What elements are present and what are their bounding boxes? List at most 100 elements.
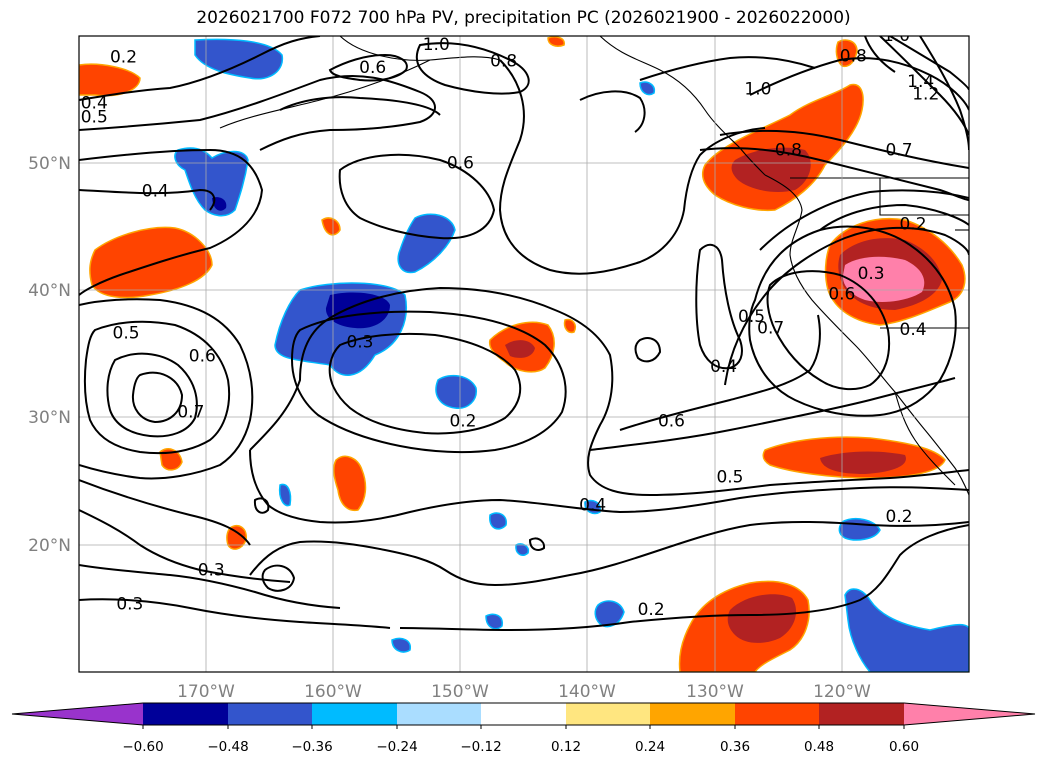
map-title: 2026021700 F072 700 hPa PV, precipitatio… <box>196 8 851 28</box>
map-frame <box>78 35 970 673</box>
pv-contour <box>819 203 969 231</box>
lat-label-30n: 30°N <box>28 408 71 428</box>
pv-contour <box>106 352 198 438</box>
contour-label: 0.7 <box>886 141 913 161</box>
pv-contour <box>83 320 231 455</box>
pv-contour <box>328 332 522 435</box>
contour-label: 0.8 <box>840 46 867 66</box>
pv-contour <box>724 226 969 386</box>
contour-label: 0.4 <box>579 495 606 515</box>
pv-contour <box>249 286 969 497</box>
coastline-gulf-of-alaska <box>599 36 766 176</box>
contour-label: 0.3 <box>116 595 143 615</box>
pv-contour <box>748 225 957 417</box>
colorbar-ticks <box>142 725 905 729</box>
pv-contour <box>79 598 391 629</box>
pv-contour <box>634 337 662 363</box>
precip-positive-region <box>547 36 565 47</box>
lon-label-130w: 130°W <box>686 682 744 702</box>
contour-label: 0.6 <box>189 347 216 367</box>
lon-label-120w: 120°W <box>813 682 871 702</box>
coastline-baja <box>894 391 956 486</box>
contour-label: 1.0 <box>883 26 910 46</box>
pv-contour <box>498 59 766 275</box>
contour-label: 0.5 <box>81 107 108 127</box>
precip-positive-core <box>820 451 906 474</box>
precip-negative-region <box>174 147 249 217</box>
latitude-labels: 50°N 40°N 30°N 20°N <box>28 154 71 556</box>
pv-contour <box>261 564 296 592</box>
precip-positive-region <box>563 318 577 334</box>
precipitation-shading <box>79 36 969 672</box>
colorbar-tick-label: −0.48 <box>207 739 248 755</box>
colorbar-tick-label: −0.12 <box>460 739 501 755</box>
colorbar-segment <box>481 703 566 725</box>
precip-negative-region <box>515 543 530 556</box>
contour-label: 0.5 <box>716 467 743 487</box>
precip-negative-region <box>278 483 292 507</box>
precip-negative-core <box>325 292 390 329</box>
contour-label: 0.2 <box>900 214 927 234</box>
contour-label: 0.7 <box>757 319 784 339</box>
contour-label: 0.6 <box>447 153 474 173</box>
pv-contour <box>766 270 891 391</box>
pv-contour <box>79 509 291 583</box>
precip-positive-core <box>505 340 535 358</box>
colorbar-tick-label: −0.36 <box>291 739 332 755</box>
contour-label: 0.7 <box>177 403 204 423</box>
pv-contour <box>79 298 254 480</box>
pv-contour <box>749 57 969 111</box>
contour-label: 0.2 <box>638 600 665 620</box>
contour-label: 0.4 <box>81 94 108 114</box>
precip-positive-peak <box>842 256 925 303</box>
pv-contour <box>528 537 546 551</box>
pv-contour <box>338 153 496 240</box>
lat-label-40n: 40°N <box>28 281 71 301</box>
pv-contour <box>919 36 969 151</box>
colorbar-segment <box>228 703 312 725</box>
contour-label: 0.8 <box>490 52 517 72</box>
contour-label: 0.2 <box>449 412 476 432</box>
precip-negative-region <box>639 81 656 96</box>
contour-label: 0.6 <box>828 284 855 304</box>
precip-negative-region <box>435 374 477 409</box>
pv-contour <box>579 90 646 133</box>
contour-label: 0.5 <box>113 324 140 344</box>
contour-label: 0.4 <box>142 181 169 201</box>
pv-contour <box>79 564 341 609</box>
contour-labels: 0.20.40.50.41.00.80.60.60.50.60.70.30.20… <box>81 26 940 620</box>
contour-label: 0.8 <box>775 141 802 161</box>
contour-label: 0.5 <box>738 307 765 327</box>
precip-negative-region <box>844 588 969 672</box>
lon-label-160w: 160°W <box>304 682 362 702</box>
colorbar-segment <box>312 703 397 725</box>
precip-positive-region <box>89 226 213 299</box>
colorbar-segment <box>819 703 904 725</box>
pv-contour <box>253 497 270 514</box>
colorbar-tick-label: 0.12 <box>551 739 581 755</box>
contour-label: 0.6 <box>359 58 386 78</box>
colorbar-segment <box>397 703 481 725</box>
precip-positive-core <box>727 594 796 643</box>
lat-label-50n: 50°N <box>28 154 71 174</box>
contour-label: 0.3 <box>198 560 225 580</box>
colorbar-tick-label: 0.60 <box>889 739 919 755</box>
pv-contour <box>639 56 816 81</box>
pv-contours <box>79 36 969 632</box>
precip-positive-region <box>226 524 247 550</box>
pv-contour <box>719 129 969 169</box>
pv-contour <box>759 189 969 251</box>
pv-contour <box>879 36 969 136</box>
precip-negative-region <box>397 213 456 274</box>
contour-label: 0.4 <box>710 357 737 377</box>
pv-contour <box>399 524 969 632</box>
contour-label: 1.2 <box>912 85 939 105</box>
lat-label-20n: 20°N <box>28 536 71 556</box>
precip-negative-core <box>212 197 227 211</box>
pv-contour <box>328 53 408 82</box>
coastline-west-coast <box>764 174 969 496</box>
precip-negative-region <box>391 637 411 653</box>
lon-label-150w: 150°W <box>431 682 489 702</box>
lon-label-140w: 140°W <box>558 682 616 702</box>
colorbar-segment <box>650 703 735 725</box>
